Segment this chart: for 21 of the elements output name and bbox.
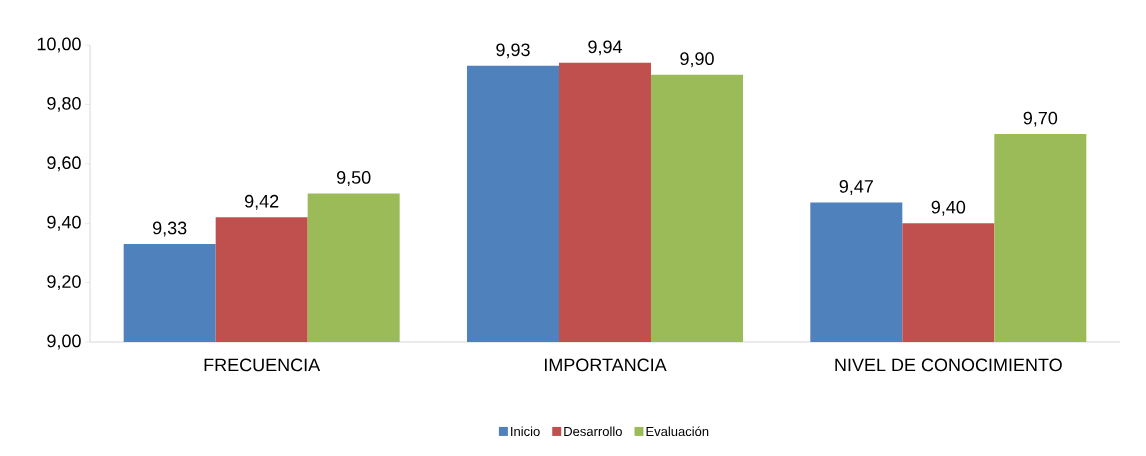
data-label: 9,33 xyxy=(153,221,187,237)
data-label: 9,93 xyxy=(496,43,530,59)
x-tick-label: FRECUENCIA xyxy=(204,358,321,372)
data-label: 9,40 xyxy=(931,200,966,216)
y-tick-label: 9,60 xyxy=(47,156,81,172)
data-label: 9,47 xyxy=(839,180,873,195)
x-tick-label: NIVEL DE CONOCIMIENTO xyxy=(835,358,1062,372)
data-label: 9,94 xyxy=(588,40,622,56)
legend-label: Inicio xyxy=(511,426,540,437)
y-tick-label: 9,40 xyxy=(47,215,81,231)
y-tick-label: 9,00 xyxy=(47,334,81,350)
legend-label: Desarrollo xyxy=(564,426,622,437)
data-label: 9,90 xyxy=(680,52,714,68)
data-label: 9,70 xyxy=(1023,111,1058,127)
y-tick-label: 10,00 xyxy=(37,37,81,53)
data-label: 9,50 xyxy=(337,171,371,186)
y-tick-label: 9,20 xyxy=(47,275,81,291)
data-label: 9,42 xyxy=(245,194,279,210)
y-tick-label: 9,80 xyxy=(47,96,81,112)
legend-label: Evaluación xyxy=(646,426,709,437)
x-tick-label: IMPORTANCIA xyxy=(544,358,667,372)
